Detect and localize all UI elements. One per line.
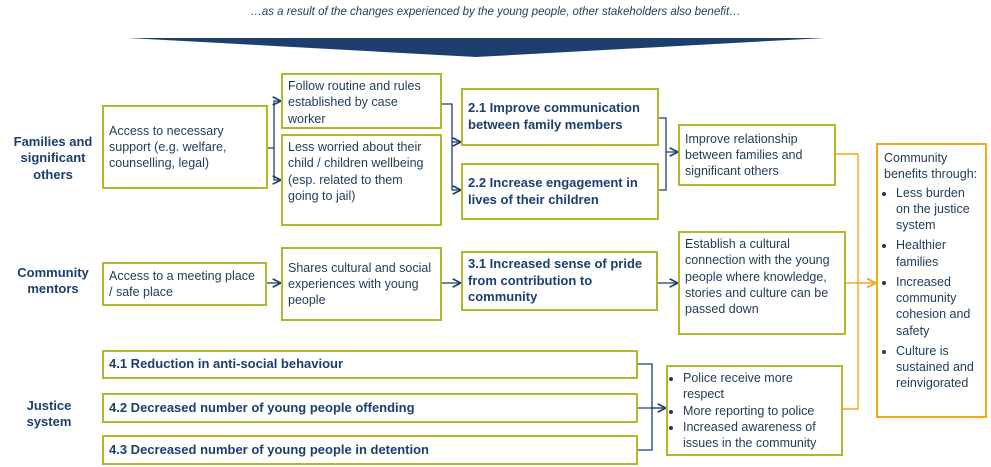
outcome-3-1-box: 3.1 Increased sense of pride from contri… (461, 251, 658, 311)
families-worried-box: Less worried about their child / childre… (281, 134, 442, 226)
outcome-4-1-box: 4.1 Reduction in anti-social behaviour (102, 350, 638, 379)
stakeholder-justice: Justice system (26, 398, 72, 430)
mentors-connection-box: Establish a cultural connection with the… (678, 231, 846, 335)
stakeholder-families: Families and significant others (13, 134, 93, 182)
families-worried-text: Less worried about their child / childre… (288, 140, 424, 203)
families-relationship-box: Improve relationship between families an… (678, 124, 836, 186)
community-benefit-item: Healthier families (896, 237, 979, 270)
outcome-4-1-text: 4.1 Reduction in anti-social behaviour (109, 356, 344, 372)
outcome-2-1-box: 2.1 Improve communication between family… (461, 88, 659, 146)
community-benefits-list: Less burden on the justice system Health… (884, 185, 979, 392)
justice-benefit-item: More reporting to police (683, 403, 836, 419)
mentors-access-text: Access to a meeting place / safe place (109, 268, 255, 299)
community-benefit-item: Less burden on the justice system (896, 185, 979, 234)
community-benefit-item: Increased community cohesion and safety (896, 274, 979, 339)
outcome-3-1-text: 3.1 Increased sense of pride from contri… (468, 255, 643, 305)
mentors-shares-text: Shares cultural and social experiences w… (288, 260, 432, 308)
justice-benefit-item: Increased awareness of issues in the com… (683, 419, 836, 452)
families-follow-text: Follow routine and rules established by … (288, 79, 421, 126)
community-benefits-title: Community benefits through: (884, 151, 978, 182)
outcome-2-2-box: 2.2 Increase engagement in lives of thei… (461, 163, 659, 220)
justice-benefits-box: Police receive more respect More reporti… (666, 365, 843, 456)
outcome-2-2-text: 2.2 Increase engagement in lives of thei… (468, 174, 638, 207)
mentors-access-box: Access to a meeting place / safe place (102, 262, 267, 306)
families-access-text: Access to necessary support (e.g. welfar… (109, 123, 227, 171)
justice-benefits-list: Police receive more respect More reporti… (673, 370, 836, 451)
justice-benefit-item: Police receive more respect (683, 370, 836, 403)
outcome-2-1-text: 2.1 Improve communication between family… (468, 100, 640, 132)
families-relationship-text: Improve relationship between families an… (685, 131, 803, 179)
community-benefits-box: Community benefits through: Less burden … (876, 143, 987, 418)
banner-arrow (128, 38, 825, 57)
community-benefit-item: Culture is sustained and reinvigorated (896, 343, 979, 392)
outcome-4-2-box: 4.2 Decreased number of young people off… (102, 393, 638, 423)
families-access-box: Access to necessary support (e.g. welfar… (102, 105, 268, 189)
outcome-4-2-text: 4.2 Decreased number of young people off… (109, 399, 415, 415)
diagram-heading: …as a result of the changes experienced … (250, 6, 741, 18)
mentors-shares-box: Shares cultural and social experiences w… (281, 247, 442, 321)
outcome-4-3-box: 4.3 Decreased number of young people in … (102, 435, 638, 465)
stakeholder-mentors: Community mentors (17, 265, 89, 297)
mentors-connection-text: Establish a cultural connection with the… (685, 237, 830, 316)
outcome-4-3-text: 4.3 Decreased number of young people in … (109, 441, 429, 457)
families-follow-box: Follow routine and rules established by … (281, 73, 442, 129)
